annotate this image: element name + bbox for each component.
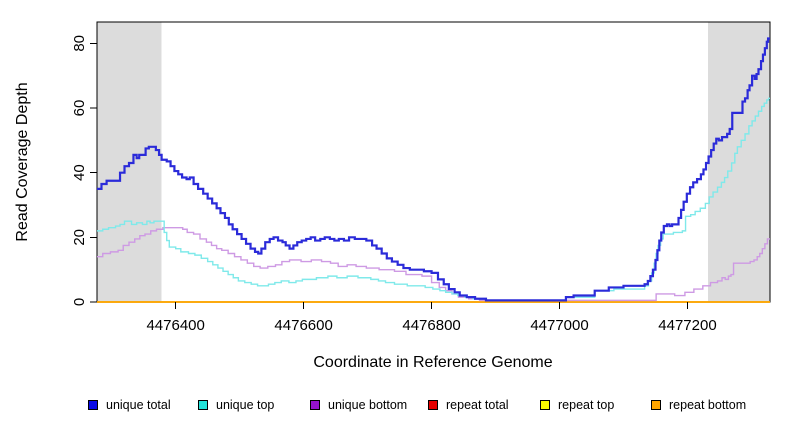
y-tick-label: 0 (71, 298, 88, 306)
y-axis-ticks: 0 20 40 60 80 (71, 35, 97, 306)
y-tick-label: 60 (71, 100, 88, 117)
y-tick-label: 40 (71, 164, 88, 181)
series-line-unique-bottom (97, 226, 770, 302)
y-tick-label: 80 (71, 35, 88, 52)
x-axis-title: Coordinate in Reference Genome (313, 354, 552, 371)
x-tick-label: 4476600 (274, 317, 332, 334)
x-tick-label: 4477000 (530, 317, 588, 334)
x-tick-label: 4477200 (658, 317, 716, 334)
x-tick-label: 4476400 (146, 317, 204, 334)
x-axis-ticks: 4476400 4476600 4476800 4477000 4477200 (146, 302, 717, 334)
plot-frame (96, 21, 771, 303)
shaded-regions (97, 22, 770, 302)
series-lines (97, 37, 770, 303)
series-line-unique-top (97, 97, 770, 302)
y-tick-label: 20 (71, 229, 88, 246)
x-tick-label: 4476800 (402, 317, 460, 334)
series-line-unique-total (97, 37, 770, 302)
y-axis-title: Read Coverage Depth (14, 82, 31, 241)
